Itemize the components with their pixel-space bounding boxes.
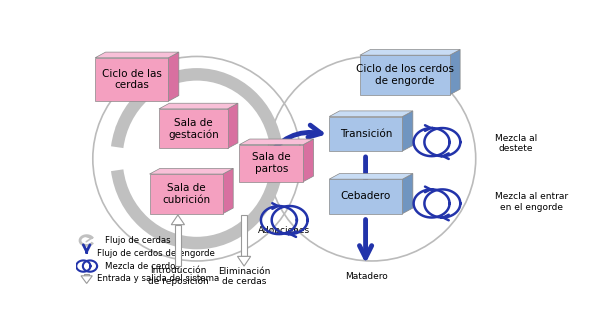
Polygon shape (237, 256, 251, 266)
Text: Sala de
gestación: Sala de gestación (168, 118, 218, 140)
Polygon shape (95, 52, 179, 58)
FancyBboxPatch shape (159, 109, 228, 148)
Polygon shape (450, 49, 460, 95)
Text: Eliminación
de cerdas: Eliminación de cerdas (218, 267, 270, 286)
FancyBboxPatch shape (329, 179, 403, 214)
Text: Sala de
partos: Sala de partos (252, 152, 290, 174)
Text: Cebadero: Cebadero (340, 192, 391, 202)
Polygon shape (223, 168, 233, 214)
Text: Mezcla de cerdos: Mezcla de cerdos (105, 262, 179, 271)
Polygon shape (241, 215, 248, 256)
Polygon shape (171, 215, 184, 225)
Polygon shape (149, 168, 233, 174)
Text: Ciclo de los cerdos
de engorde: Ciclo de los cerdos de engorde (356, 64, 454, 86)
Polygon shape (239, 139, 314, 145)
Polygon shape (360, 49, 460, 55)
FancyBboxPatch shape (239, 145, 303, 182)
Polygon shape (403, 111, 413, 151)
Text: Mezcla al
destete: Mezcla al destete (495, 134, 537, 153)
Polygon shape (303, 139, 314, 182)
Text: Flujo de cerdos de engorde: Flujo de cerdos de engorde (97, 249, 215, 258)
Text: Introducción
de reposición: Introducción de reposición (148, 266, 208, 286)
FancyBboxPatch shape (329, 117, 403, 151)
Text: Sala de
cubrición: Sala de cubrición (162, 183, 210, 205)
Polygon shape (228, 103, 238, 148)
Polygon shape (174, 225, 181, 266)
Text: Flujo de cerdas: Flujo de cerdas (105, 236, 170, 245)
Polygon shape (329, 111, 413, 117)
Polygon shape (329, 174, 413, 179)
Polygon shape (81, 276, 92, 284)
Polygon shape (168, 52, 179, 101)
Text: Transición: Transición (340, 129, 392, 139)
Polygon shape (84, 274, 90, 276)
FancyBboxPatch shape (149, 174, 223, 214)
Text: Matadero: Matadero (346, 272, 389, 281)
FancyBboxPatch shape (360, 55, 450, 95)
FancyBboxPatch shape (95, 58, 168, 101)
Text: Mezcla al entrar
en el engorde: Mezcla al entrar en el engorde (495, 193, 568, 212)
Text: Adopciones: Adopciones (258, 226, 310, 235)
Polygon shape (159, 103, 238, 109)
Text: Ciclo de las
cerdas: Ciclo de las cerdas (102, 69, 162, 90)
Polygon shape (403, 174, 413, 214)
Text: Entrada y salida del sistema: Entrada y salida del sistema (97, 274, 220, 284)
